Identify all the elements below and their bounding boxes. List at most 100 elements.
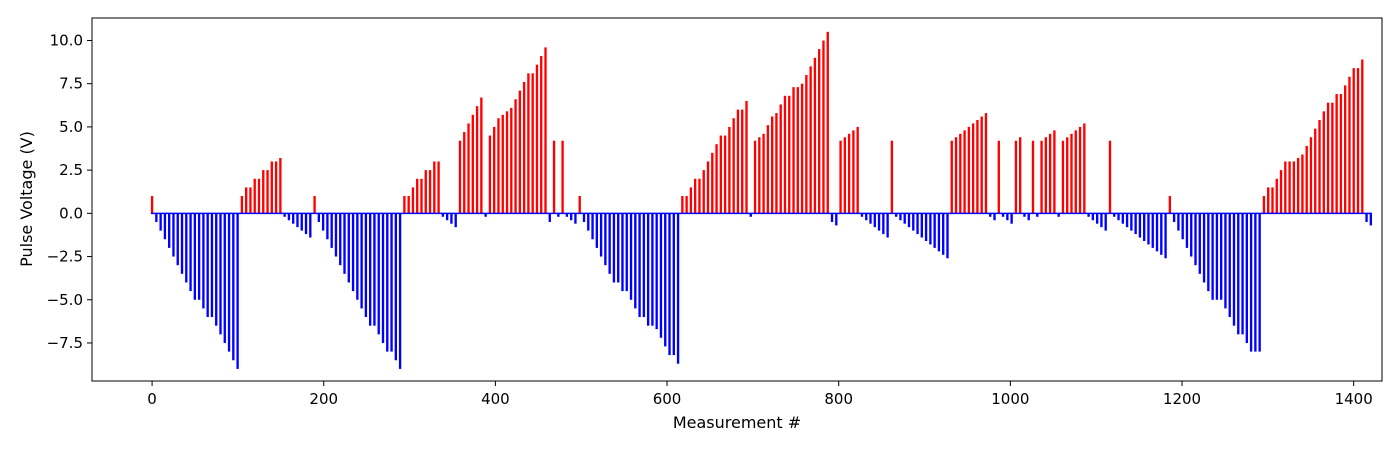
bar xyxy=(916,213,919,235)
bar xyxy=(544,47,547,214)
bar xyxy=(1057,213,1060,217)
bar xyxy=(1001,213,1005,217)
bar xyxy=(813,57,817,214)
bar xyxy=(924,213,928,241)
x-tick-label: 1400 xyxy=(1335,390,1373,408)
bar xyxy=(522,81,526,214)
bar xyxy=(741,109,744,214)
bar xyxy=(971,123,975,214)
bar xyxy=(407,196,410,214)
bar xyxy=(292,213,295,224)
bar xyxy=(989,213,992,217)
bar xyxy=(1292,161,1296,214)
bar xyxy=(270,161,273,214)
bar xyxy=(1143,213,1146,241)
bar xyxy=(818,49,821,214)
bar xyxy=(356,213,359,300)
bar xyxy=(279,158,282,214)
bar xyxy=(651,213,654,326)
bar xyxy=(253,178,256,214)
bar xyxy=(937,213,941,252)
bar xyxy=(1019,137,1022,214)
bar xyxy=(1121,213,1124,224)
bar xyxy=(369,213,372,326)
bar xyxy=(676,213,680,364)
bar xyxy=(783,95,787,214)
bar xyxy=(681,196,684,214)
bar xyxy=(471,114,474,214)
bar xyxy=(1044,137,1048,214)
bar xyxy=(792,87,795,214)
bar xyxy=(959,133,962,214)
bar xyxy=(1014,140,1018,214)
bar xyxy=(386,213,389,352)
bar xyxy=(420,178,423,214)
bar xyxy=(467,123,470,214)
x-axis: 0 200 400 600 800 1000 1200 1400 xyxy=(147,381,1373,408)
bar xyxy=(719,135,723,214)
bar xyxy=(809,66,812,214)
bar xyxy=(886,213,889,238)
x-tick-label: 200 xyxy=(309,390,338,408)
bar xyxy=(1322,111,1325,214)
bar xyxy=(1202,213,1206,283)
y-tick-label: 2.5 xyxy=(59,161,83,179)
bar xyxy=(1070,133,1073,214)
bar xyxy=(604,213,607,266)
bar xyxy=(664,213,667,347)
bar xyxy=(1151,213,1154,248)
bar xyxy=(240,196,244,214)
bar xyxy=(1074,130,1077,214)
bar xyxy=(518,90,522,214)
bar xyxy=(433,161,436,214)
bar xyxy=(890,140,894,214)
bar xyxy=(484,213,487,217)
bar xyxy=(1194,213,1197,266)
x-tick-label: 0 xyxy=(147,390,157,408)
bar xyxy=(1083,123,1086,214)
x-tick-label: 400 xyxy=(481,390,510,408)
bar xyxy=(702,170,705,214)
bar xyxy=(505,111,509,214)
x-tick-label: 1200 xyxy=(1163,390,1201,408)
bar xyxy=(907,213,911,228)
bar xyxy=(1356,68,1360,214)
bar xyxy=(796,87,799,214)
bar xyxy=(1245,213,1248,343)
bar xyxy=(454,213,457,228)
y-tick-label: −5.0 xyxy=(47,291,83,309)
bar xyxy=(561,140,564,214)
bar xyxy=(535,64,539,214)
bar xyxy=(441,213,445,217)
bar xyxy=(1249,213,1253,352)
bar xyxy=(1078,126,1082,214)
bar xyxy=(920,213,923,238)
bar xyxy=(377,213,380,335)
bar xyxy=(732,118,735,214)
x-tick-label: 1000 xyxy=(991,390,1029,408)
bar xyxy=(1352,68,1355,214)
bar xyxy=(249,187,252,214)
bar xyxy=(232,213,235,361)
bar xyxy=(899,213,902,221)
bar xyxy=(826,31,829,214)
bar xyxy=(202,213,205,309)
bar xyxy=(351,213,355,292)
bar xyxy=(296,213,299,228)
bar xyxy=(287,213,291,221)
bar xyxy=(219,213,222,335)
x-tick-label: 600 xyxy=(653,390,682,408)
bar xyxy=(984,113,988,214)
bar xyxy=(150,196,154,214)
bar xyxy=(309,213,312,238)
bar xyxy=(770,116,774,214)
bar xyxy=(976,119,979,214)
bar xyxy=(510,107,513,214)
bar xyxy=(993,213,996,221)
bar xyxy=(373,213,376,326)
bar xyxy=(822,40,825,214)
bar xyxy=(437,161,440,214)
bar xyxy=(595,213,598,248)
bar xyxy=(398,213,402,369)
bar xyxy=(1181,213,1184,240)
